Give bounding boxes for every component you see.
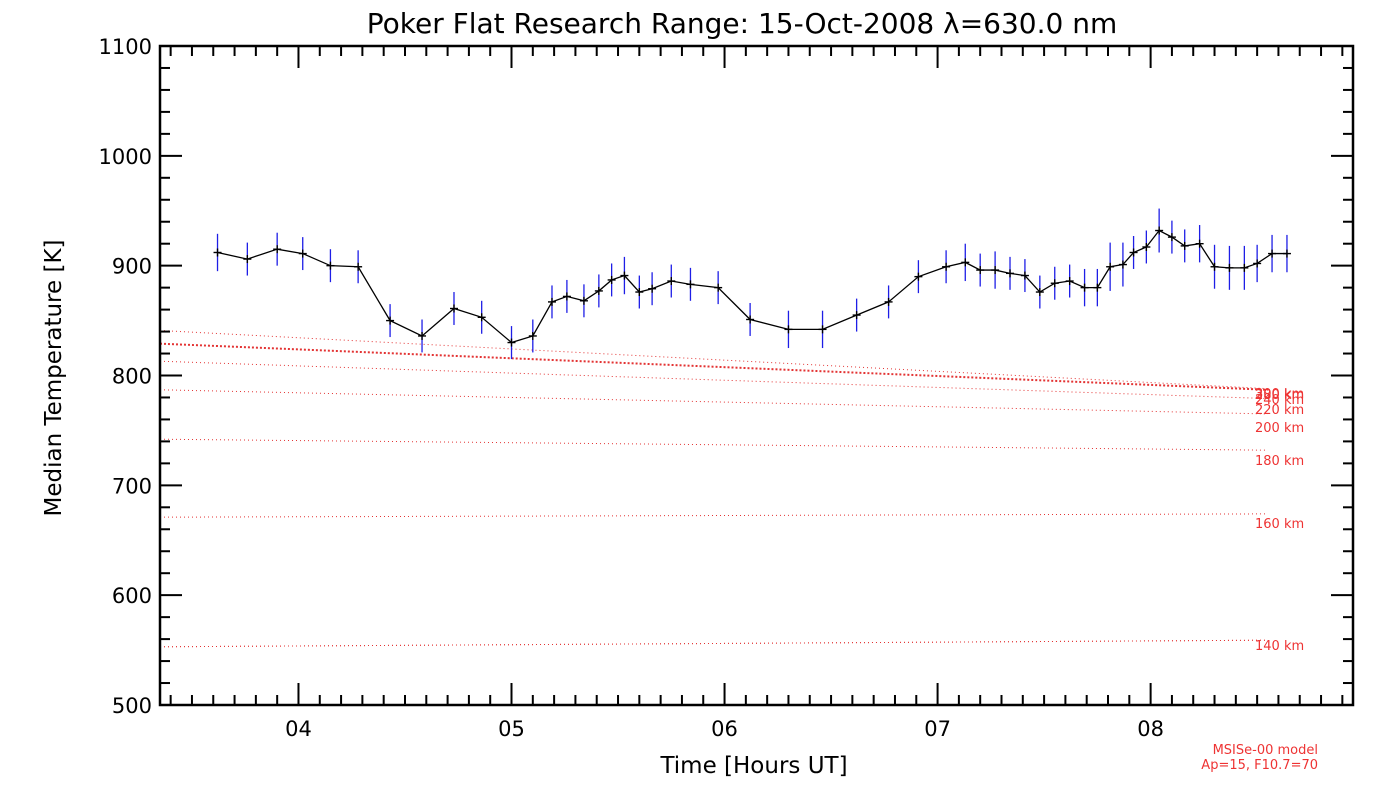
data-point bbox=[1282, 249, 1291, 258]
data-point bbox=[1035, 288, 1044, 297]
data-point bbox=[1195, 239, 1204, 248]
data-point bbox=[354, 262, 363, 271]
model-curve bbox=[159, 639, 1268, 648]
model-curve-label: 240 km bbox=[1255, 393, 1304, 408]
model-curve bbox=[159, 513, 1268, 518]
data-point bbox=[579, 296, 588, 305]
data-point bbox=[298, 249, 307, 258]
data-point bbox=[562, 292, 571, 301]
data-point bbox=[386, 316, 395, 325]
data-point bbox=[1210, 262, 1219, 271]
data-point bbox=[818, 325, 827, 334]
model-curve bbox=[159, 639, 1268, 648]
model-curve-label: 220 km bbox=[1255, 403, 1304, 418]
data-point bbox=[507, 338, 516, 347]
data-point bbox=[418, 331, 427, 340]
data-point bbox=[1142, 242, 1151, 251]
y-tick-label: 700 bbox=[112, 474, 152, 498]
x-tick-label: 06 bbox=[711, 717, 738, 741]
data-point bbox=[1093, 283, 1102, 292]
data-point bbox=[528, 331, 537, 340]
data-point bbox=[635, 288, 644, 297]
model-curve bbox=[159, 438, 1268, 451]
model-note-line-1: MSISe-00 model bbox=[1213, 743, 1318, 758]
data-point bbox=[942, 262, 951, 271]
x-tick-label: 05 bbox=[498, 717, 525, 741]
data-point bbox=[648, 284, 657, 293]
data-point bbox=[477, 313, 486, 322]
data-point bbox=[213, 248, 222, 257]
model-curve-label: 140 km bbox=[1255, 639, 1304, 654]
y-tick-label: 600 bbox=[112, 584, 152, 608]
data-point bbox=[326, 261, 335, 270]
model-curve bbox=[159, 360, 1268, 400]
data-point bbox=[594, 286, 603, 295]
data-point bbox=[1106, 262, 1115, 271]
data-point bbox=[961, 258, 970, 267]
data-point bbox=[1155, 226, 1164, 235]
data-point bbox=[1268, 249, 1277, 258]
model-curve bbox=[159, 329, 1268, 390]
data-point bbox=[686, 280, 695, 289]
model-curve-label: 180 km bbox=[1255, 454, 1304, 469]
y-tick-label: 900 bbox=[112, 255, 152, 279]
data-point bbox=[1240, 263, 1249, 272]
data-point bbox=[1080, 283, 1089, 292]
data-point bbox=[1065, 277, 1074, 286]
chart-title: Poker Flat Research Range: 15-Oct-2008 λ… bbox=[367, 7, 1118, 40]
y-tick-label: 800 bbox=[112, 365, 152, 389]
y-tick-label: 1100 bbox=[99, 35, 152, 59]
data-point bbox=[914, 272, 923, 281]
data-point bbox=[667, 277, 676, 286]
data-point bbox=[884, 297, 893, 306]
data-point bbox=[620, 271, 629, 280]
x-tick-label: 07 bbox=[924, 717, 951, 741]
model-curve bbox=[159, 342, 1268, 391]
data-point bbox=[243, 255, 252, 264]
data-point bbox=[1129, 248, 1138, 257]
y-axis-label: Median Temperature [K] bbox=[41, 240, 67, 517]
series-line bbox=[217, 229, 1287, 344]
data-point bbox=[991, 266, 1000, 275]
data-point bbox=[784, 325, 793, 334]
data-point bbox=[1180, 241, 1189, 250]
model-curve-label: 280 km bbox=[1255, 388, 1304, 403]
model-note-line-2: Ap=15, F10.7=70 bbox=[1201, 758, 1318, 773]
model-curve bbox=[159, 389, 1268, 415]
data-point bbox=[714, 283, 723, 292]
y-tick-label: 500 bbox=[112, 694, 152, 718]
plot-frame bbox=[158, 44, 1355, 707]
data-point bbox=[1167, 233, 1176, 242]
x-tick-label: 04 bbox=[285, 717, 312, 741]
data-point bbox=[1118, 260, 1127, 269]
data-point bbox=[746, 315, 755, 324]
data-point bbox=[449, 304, 458, 313]
data-point bbox=[1020, 271, 1029, 280]
model-curve-label: 160 km bbox=[1255, 517, 1304, 532]
x-tick-label: 08 bbox=[1137, 717, 1164, 741]
data-point bbox=[1006, 269, 1015, 278]
data-point bbox=[547, 297, 556, 306]
data-point bbox=[852, 311, 861, 320]
data-point bbox=[976, 266, 985, 275]
data-point bbox=[1050, 279, 1059, 288]
y-tick-label: 1000 bbox=[99, 145, 152, 169]
data-point bbox=[1225, 263, 1234, 272]
data-point bbox=[273, 245, 282, 254]
x-axis-label: Time [Hours UT] bbox=[659, 753, 847, 779]
data-point bbox=[607, 275, 616, 284]
model-curve-label: 300 km bbox=[1255, 387, 1304, 402]
data-point bbox=[1253, 259, 1262, 268]
model-curve-label: 200 km bbox=[1255, 421, 1304, 436]
